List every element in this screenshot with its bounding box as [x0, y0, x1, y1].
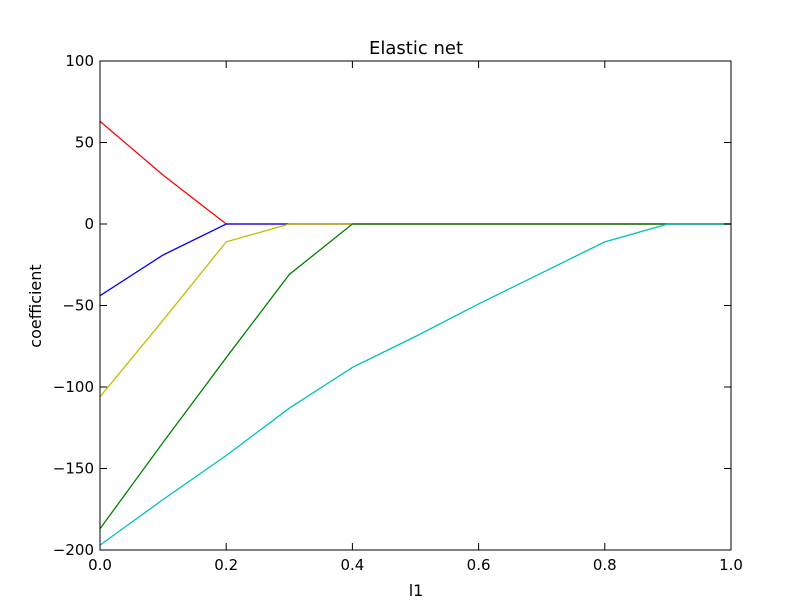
y-axis-label: coefficient: [26, 264, 45, 347]
series-layer: [99, 120, 731, 546]
y-tick-label: −150: [53, 460, 94, 478]
series-line-3: [99, 223, 731, 398]
plot-frame: [99, 60, 732, 551]
x-tick-label: 0.0: [88, 556, 112, 574]
series-line-2: [99, 223, 731, 297]
x-tick-label: 0.8: [593, 556, 617, 574]
series-line-4: [99, 223, 731, 530]
y-tick-label: 0: [84, 215, 94, 233]
x-tick-label: 0.6: [467, 556, 491, 574]
y-tick-label: −200: [53, 541, 94, 559]
y-tick-label: −100: [53, 378, 94, 396]
y-tick-label: 100: [65, 52, 94, 70]
x-axis-label: l1: [409, 581, 424, 600]
x-tick-label: 0.4: [340, 556, 364, 574]
y-tick-label: −50: [62, 297, 94, 315]
chart-title: Elastic net: [369, 38, 463, 59]
y-tick-label: 50: [75, 134, 94, 152]
series-line-1: [99, 120, 731, 225]
x-tick-label: 0.2: [214, 556, 238, 574]
series-line-5: [99, 223, 731, 546]
tick-layer: 0.0 0.2 0.4 0.6 0.8 1.0 −200 −150 −100 −50 0 50 100: [53, 52, 743, 574]
x-tick-label: 1.0: [719, 556, 743, 574]
